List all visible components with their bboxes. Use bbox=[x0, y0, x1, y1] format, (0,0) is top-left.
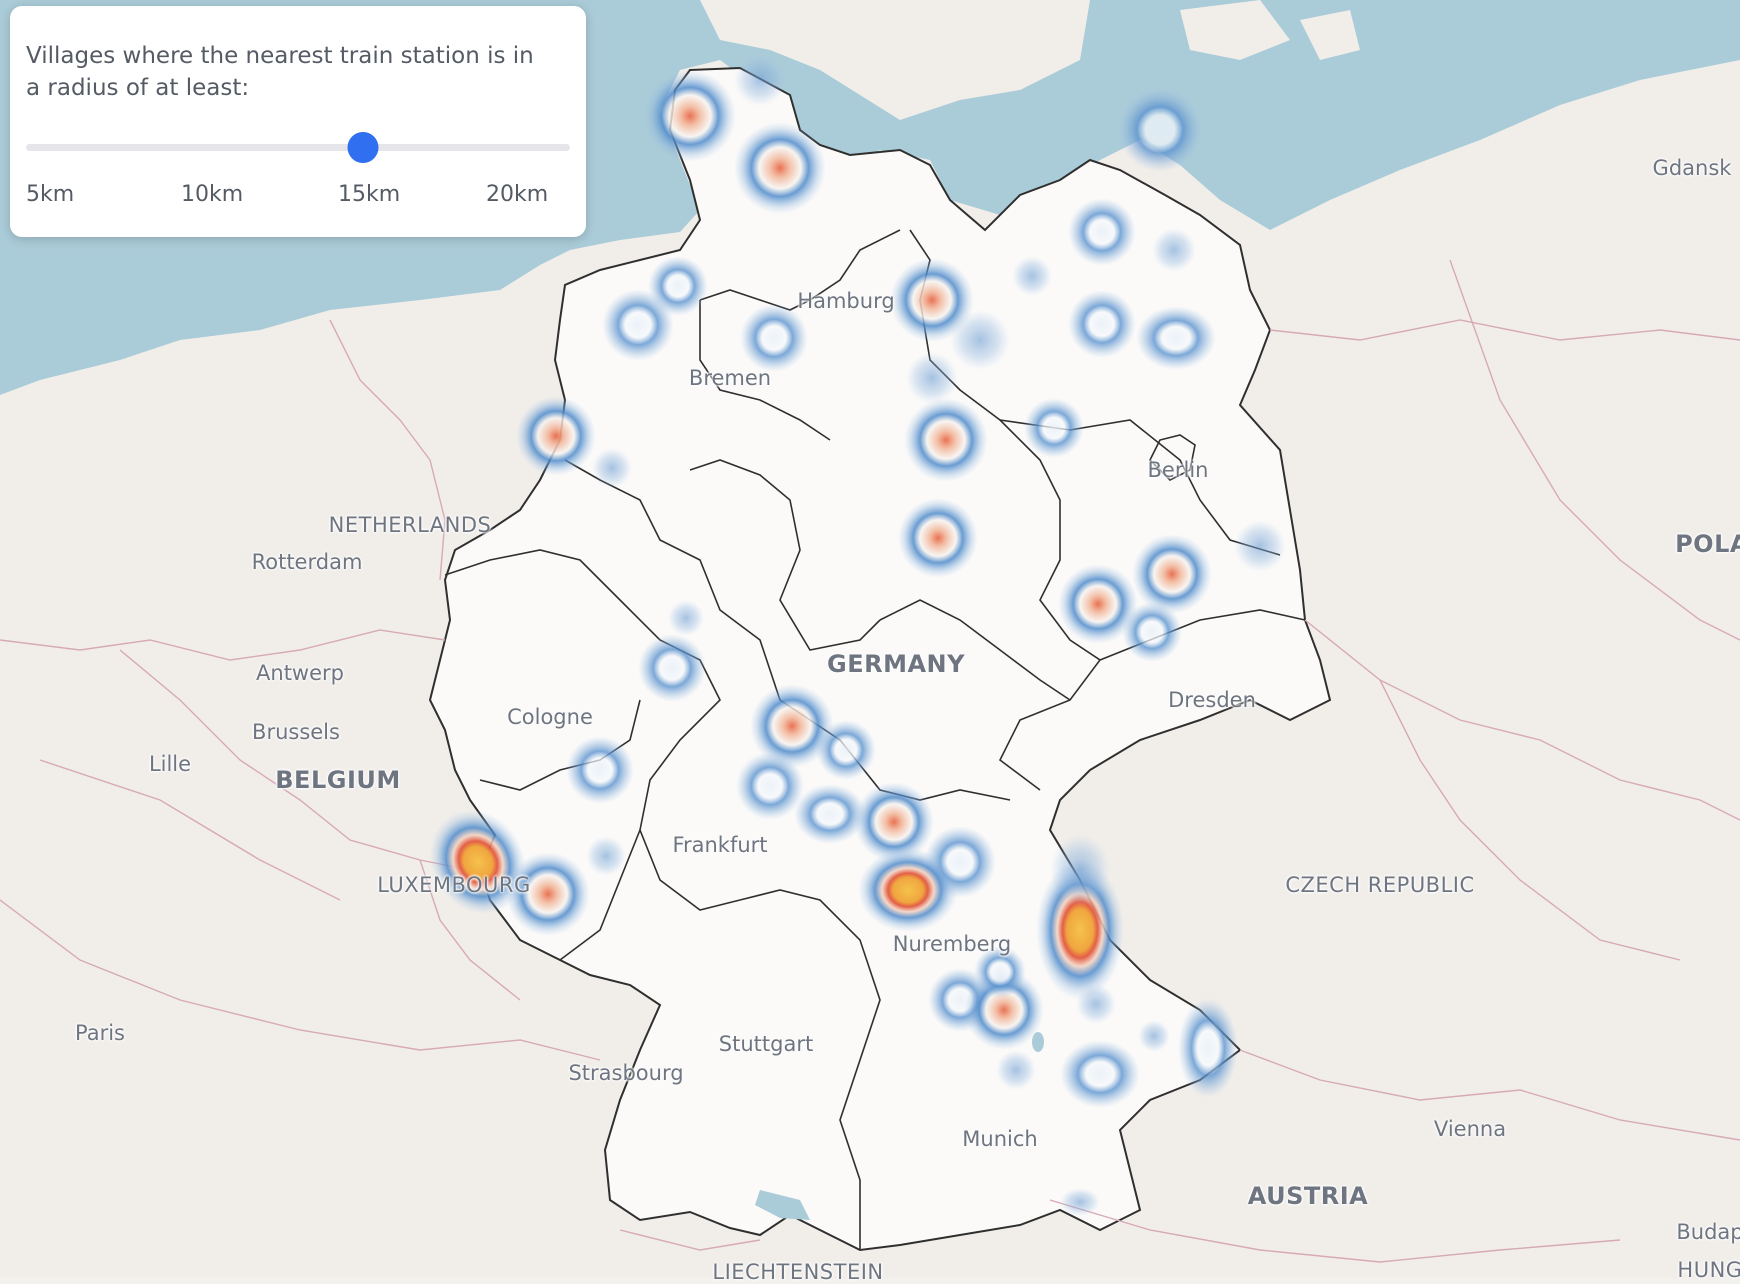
city-label-antwerp: Antwerp bbox=[256, 661, 344, 685]
country-label-luxembourg: LUXEMBOURG bbox=[377, 873, 531, 897]
filter-title: Villages where the nearest train station… bbox=[26, 43, 534, 101]
slider-track[interactable] bbox=[26, 144, 570, 151]
country-label-poland: POLA bbox=[1675, 530, 1740, 558]
city-label-frankfurt: Frankfurt bbox=[672, 833, 768, 857]
lakes bbox=[755, 1032, 1044, 1220]
city-label-brussels: Brussels bbox=[252, 720, 340, 744]
city-label-vienna: Vienna bbox=[1433, 1117, 1507, 1141]
city-label-nuremberg: Nuremberg bbox=[892, 932, 1012, 956]
slider-ticks: 5km 10km 15km 20km bbox=[26, 182, 580, 212]
city-label-strasbourg: Strasbourg bbox=[568, 1061, 684, 1085]
city-label-budapest: Budap bbox=[1676, 1220, 1740, 1244]
tick-label: 20km bbox=[486, 182, 549, 207]
city-label-rotterdam: Rotterdam bbox=[251, 550, 363, 574]
country-label-liechtenstein: LIECHTENSTEIN bbox=[712, 1260, 884, 1284]
city-label-hamburg: Hamburg bbox=[797, 289, 895, 313]
city-label-cologne: Cologne bbox=[507, 705, 593, 729]
country-label-hungary: HUNG bbox=[1677, 1258, 1740, 1282]
city-label-berlin: Berlin bbox=[1147, 458, 1209, 482]
country-label-belgium: BELGIUM bbox=[275, 766, 401, 794]
city-label-bremen: Bremen bbox=[688, 366, 772, 390]
tick-label: 5km bbox=[26, 182, 75, 207]
city-label-dresden: Dresden bbox=[1168, 688, 1256, 712]
land-islands bbox=[1180, 0, 1360, 60]
city-label-stuttgart: Stuttgart bbox=[718, 1032, 814, 1056]
city-label-gdansk: Gdansk bbox=[1652, 156, 1732, 180]
country-label-netherlands: NETHERLANDS bbox=[328, 513, 492, 537]
land-england bbox=[0, 400, 35, 560]
filter-panel: Villages where the nearest train station… bbox=[10, 6, 586, 237]
slider-thumb[interactable] bbox=[347, 132, 379, 163]
country-label-austria: AUSTRIA bbox=[1247, 1182, 1369, 1210]
country-borders bbox=[0, 259, 1740, 1263]
city-label-paris: Paris bbox=[75, 1021, 125, 1045]
city-label-munich: Munich bbox=[962, 1127, 1038, 1151]
country-label-czech: CZECH REPUBLIC bbox=[1285, 873, 1475, 897]
heatmap-layer bbox=[429, 54, 1286, 1216]
radius-slider[interactable] bbox=[26, 132, 570, 163]
country-label-germany: GERMANY bbox=[827, 650, 965, 678]
tick-label: 10km bbox=[181, 182, 244, 207]
land-denmark bbox=[700, 0, 1090, 120]
tick-label: 15km bbox=[338, 182, 401, 207]
city-label-lille: Lille bbox=[148, 752, 192, 776]
